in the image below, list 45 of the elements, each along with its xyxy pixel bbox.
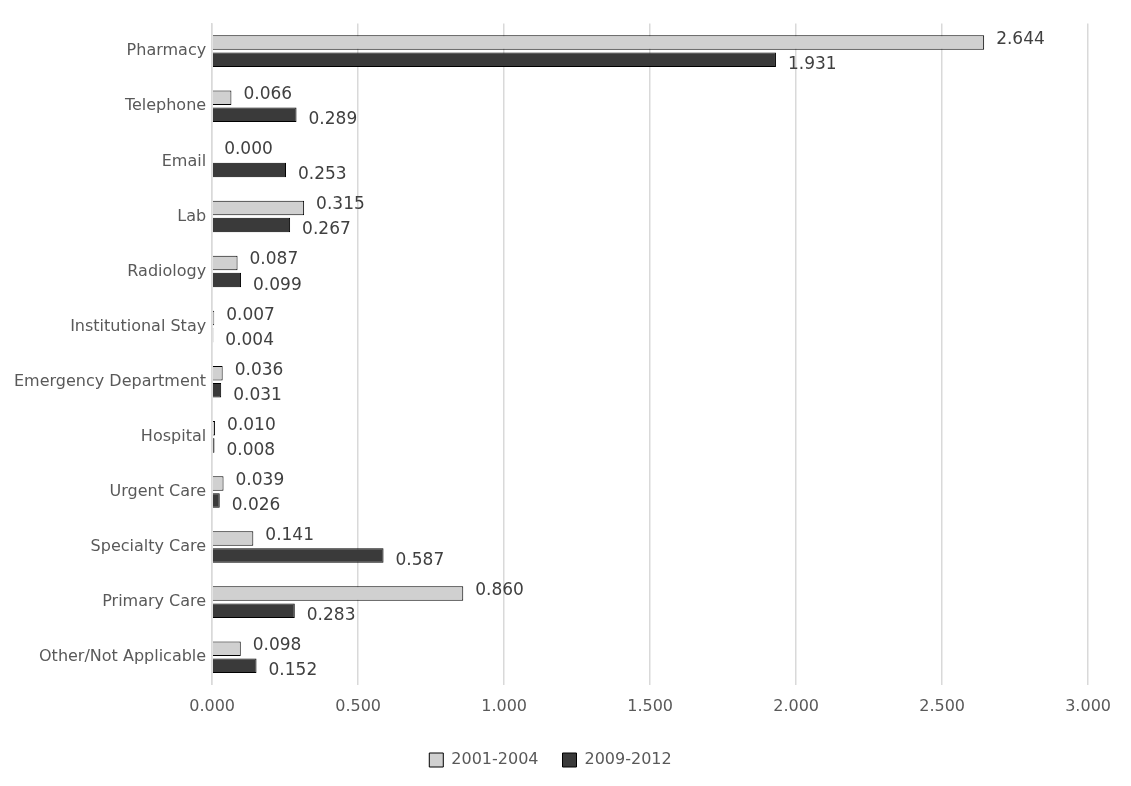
x-tick-label: 1.500 [627,695,674,715]
data-label: 0.098 [252,634,302,655]
x-tick-label: 2.000 [773,695,820,715]
data-label: 0.036 [234,358,284,379]
data-label: 0.007 [226,303,275,324]
data-label: 2.644 [996,28,1045,49]
legend-label: 2001-2004 [451,749,539,769]
data-label: 0.099 [253,273,302,294]
y-tick-label: Email [161,150,207,170]
y-tick-label: Hospital [140,426,207,446]
data-label: 0.587 [395,549,445,570]
data-label: 0.315 [316,193,365,214]
data-label: 0.253 [298,163,347,184]
data-label: 1.931 [787,53,837,74]
data-label: 0.066 [243,83,293,104]
y-tick-label: Urgent Care [109,481,207,501]
data-label: 0.087 [249,248,299,269]
legend-label: 2009-2012 [584,749,672,769]
y-tick-label: Radiology [127,260,207,280]
data-label: 0.008 [226,438,276,459]
y-tick-label: Emergency Department [13,370,207,390]
data-label: 0.860 [475,579,524,600]
data-label: 0.283 [306,604,356,625]
y-tick-label: Primary Care [102,591,207,611]
x-tick-label: 2.500 [919,695,966,715]
y-tick-label: Pharmacy [126,40,207,60]
data-label: 0.000 [224,138,273,159]
x-tick-label: 0.000 [189,695,236,715]
x-tick-label: 0.500 [335,695,382,715]
data-label: 0.141 [265,523,314,544]
data-label: 0.289 [308,108,358,129]
data-label: 0.004 [225,328,274,349]
y-tick-label: Specialty Care [90,536,207,556]
x-tick-label: 1.000 [481,695,528,715]
data-label: 0.010 [227,413,276,434]
y-tick-label: Lab [177,205,207,225]
y-tick-label: Institutional Stay [70,315,207,335]
data-label: 0.026 [231,493,281,514]
data-label: 0.152 [268,659,318,680]
x-tick-label: 3.000 [1065,695,1111,715]
y-tick-label: Other/Not Applicable [39,646,207,666]
y-tick-label: Telephone [123,95,207,115]
data-label: 0.267 [302,218,351,239]
data-label: 0.039 [235,468,285,489]
data-label: 0.031 [233,383,282,404]
